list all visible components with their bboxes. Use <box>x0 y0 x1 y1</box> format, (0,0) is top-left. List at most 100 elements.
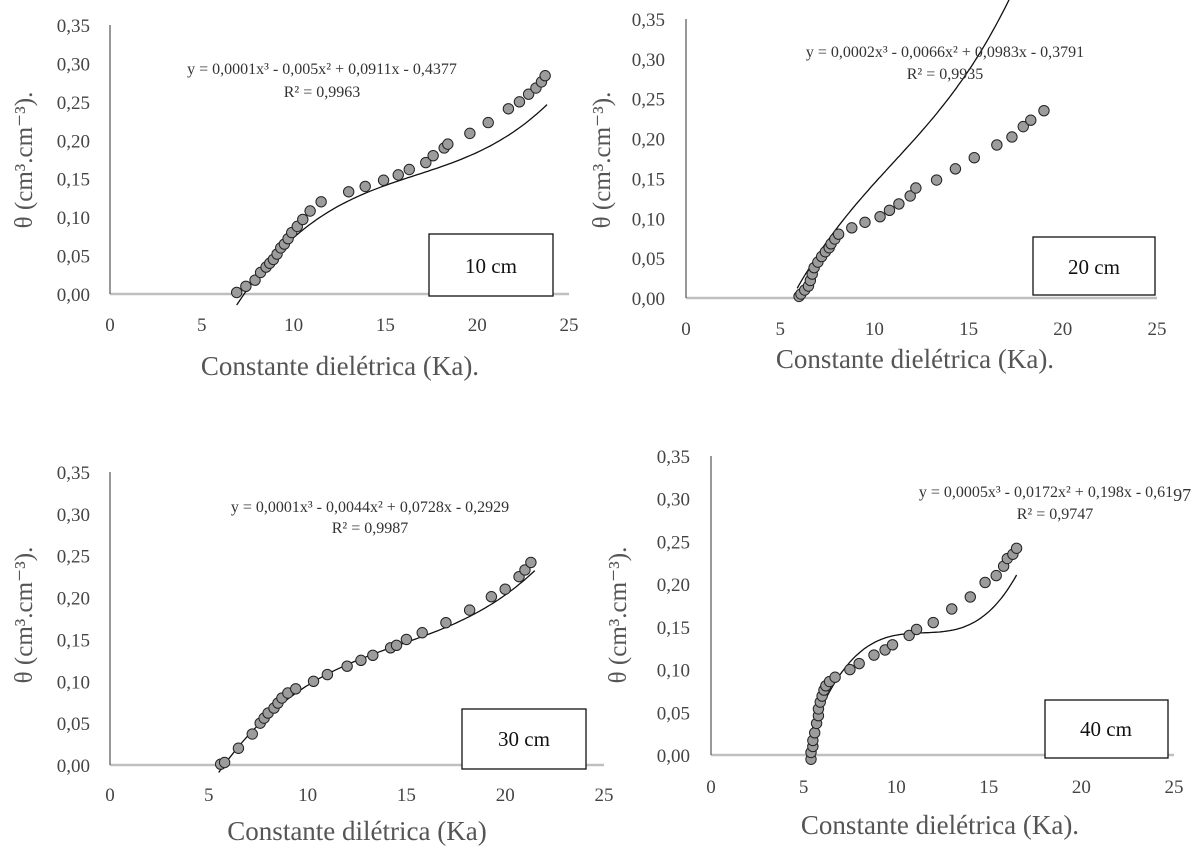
depth-box <box>1032 236 1156 296</box>
data-point <box>442 138 454 150</box>
depth-label: 30 cm <box>498 727 550 751</box>
y-tick-label: 0,30 <box>57 54 90 75</box>
chart-panel-3: 0,00 0,05 0,10 0,15 0,20 0,25 0,30 0,35 0 5 10 15 20… <box>11 463 614 846</box>
y-tick-label: 0,30 <box>57 505 90 526</box>
x-axis-label: Constante dielétrica (Ka). <box>201 351 479 381</box>
y-tick-label: 0,05 <box>57 247 90 268</box>
trendline-equation: y = 0,0002x³ - 0,0066x² + 0,0983x - 0,37… <box>806 44 1084 61</box>
x-tick-label: 15 <box>376 315 395 336</box>
x-tick-label: 0 <box>105 785 115 806</box>
y-axis-label: θ (cm³.cm⁻³). <box>11 92 38 229</box>
y-tick-label: 0,15 <box>57 630 90 651</box>
y-tick-label: 0,20 <box>57 131 90 152</box>
data-point <box>525 556 537 569</box>
x-tick-label: 0 <box>105 315 115 336</box>
data-point <box>440 616 452 629</box>
data-point <box>844 663 856 676</box>
trendline-equation: y = 0,0005x³ - 0,0172x² + 0,198x - 0,619… <box>919 484 1191 505</box>
x-tick-label: 10 <box>865 319 884 340</box>
data-point <box>367 649 379 662</box>
x-tick-label: 5 <box>799 777 809 798</box>
y-axis-label: θ (cm³.cm⁻³). <box>589 92 616 229</box>
data-point <box>377 174 390 186</box>
data-point <box>392 169 404 181</box>
data-point <box>321 668 334 681</box>
r-squared: R² = 0,9935 <box>907 66 984 83</box>
x-tick-label: 20 <box>1072 777 1091 798</box>
y-tick-label: 0,25 <box>57 547 90 568</box>
data-point <box>400 633 413 646</box>
data-point <box>990 569 1002 582</box>
x-tick-label: 5 <box>775 319 785 340</box>
data-point <box>846 222 858 234</box>
data-point <box>499 583 511 595</box>
depth-box <box>461 708 587 770</box>
data-point <box>416 627 428 639</box>
data-point <box>403 163 415 176</box>
data-point <box>809 727 821 739</box>
x-axis-label: Constante dilétrica (Ka) <box>227 816 486 846</box>
x-tick-label: 10 <box>298 785 317 806</box>
y-tick-label: 0,00 <box>57 756 90 777</box>
y-tick-label: 0,00 <box>57 285 90 306</box>
data-point <box>1038 104 1050 117</box>
trendline-equation: y = 0,0001x³ - 0,005x² + 0,0911x - 0,437… <box>187 61 457 78</box>
x-tick-label: 0 <box>706 777 716 798</box>
data-point <box>1017 120 1029 133</box>
y-tick-label: 0,30 <box>657 490 690 511</box>
data-point <box>979 576 991 589</box>
data-point <box>1025 114 1037 126</box>
data-point <box>464 127 476 140</box>
r-squared: R² = 0,9747 <box>1017 506 1094 523</box>
data-point <box>519 564 531 576</box>
data-point <box>853 657 865 670</box>
y-tick-label: 0,20 <box>57 589 90 610</box>
trendline <box>796 0 1010 289</box>
x-tick-label: 15 <box>979 777 998 798</box>
y-tick-label: 0,10 <box>57 672 90 693</box>
y-tick-label: 0,35 <box>57 463 90 484</box>
data-point <box>910 623 923 636</box>
data-point <box>883 204 896 217</box>
x-tick-label: 20 <box>468 315 487 336</box>
data-point <box>513 96 526 108</box>
x-tick-label: 0 <box>681 319 691 340</box>
data-point <box>502 103 515 115</box>
data-point <box>230 286 243 299</box>
data-point <box>859 216 871 228</box>
y-tick-label: 0,00 <box>632 289 665 310</box>
x-tick-label: 25 <box>595 785 614 806</box>
y-tick-label: 0,25 <box>657 532 690 553</box>
y-tick-label: 0,05 <box>632 249 665 270</box>
y-axis-label: θ (cm³.cm⁻³). <box>11 547 38 684</box>
y-tick-label: 0,10 <box>57 208 90 229</box>
x-tick-label: 10 <box>284 315 303 336</box>
data-point <box>910 182 922 194</box>
y-tick-label: 0,00 <box>657 746 690 767</box>
x-axis-label: Constante dielétrica (Ka). <box>776 344 1054 374</box>
depth-label: 20 cm <box>1068 255 1120 279</box>
x-axis-label: Constante dielétrica (Ka). <box>801 810 1079 840</box>
y-tick-label: 0,15 <box>657 618 690 639</box>
data-point <box>246 728 258 740</box>
x-tick-label: 15 <box>397 785 416 806</box>
data-point <box>463 604 476 616</box>
y-tick-label: 0,10 <box>657 661 690 682</box>
chart-panel-2: 0,00 0,05 0,10 0,15 0,20 0,25 0,30 0,35 0 5 10 15 20… <box>589 0 1167 374</box>
data-point <box>539 70 551 82</box>
data-point <box>249 274 261 286</box>
x-tick-label: 15 <box>959 319 978 340</box>
data-point <box>968 152 980 164</box>
data-point <box>886 639 899 651</box>
data-point <box>991 139 1003 151</box>
data-point <box>307 675 320 687</box>
data-point <box>874 210 886 223</box>
data-point <box>829 671 841 683</box>
y-tick-label: 0,20 <box>657 575 690 596</box>
y-tick-label: 0,05 <box>657 703 690 724</box>
y-tick-label: 0,30 <box>632 50 665 71</box>
data-point <box>930 174 943 186</box>
r-squared: R² = 0,9987 <box>332 520 409 537</box>
chart-panel-1: 0,00 0,05 0,10 0,15 0,20 0,25 0,30 0,35 0 5 10 15 20… <box>11 16 579 381</box>
data-point <box>964 591 976 603</box>
